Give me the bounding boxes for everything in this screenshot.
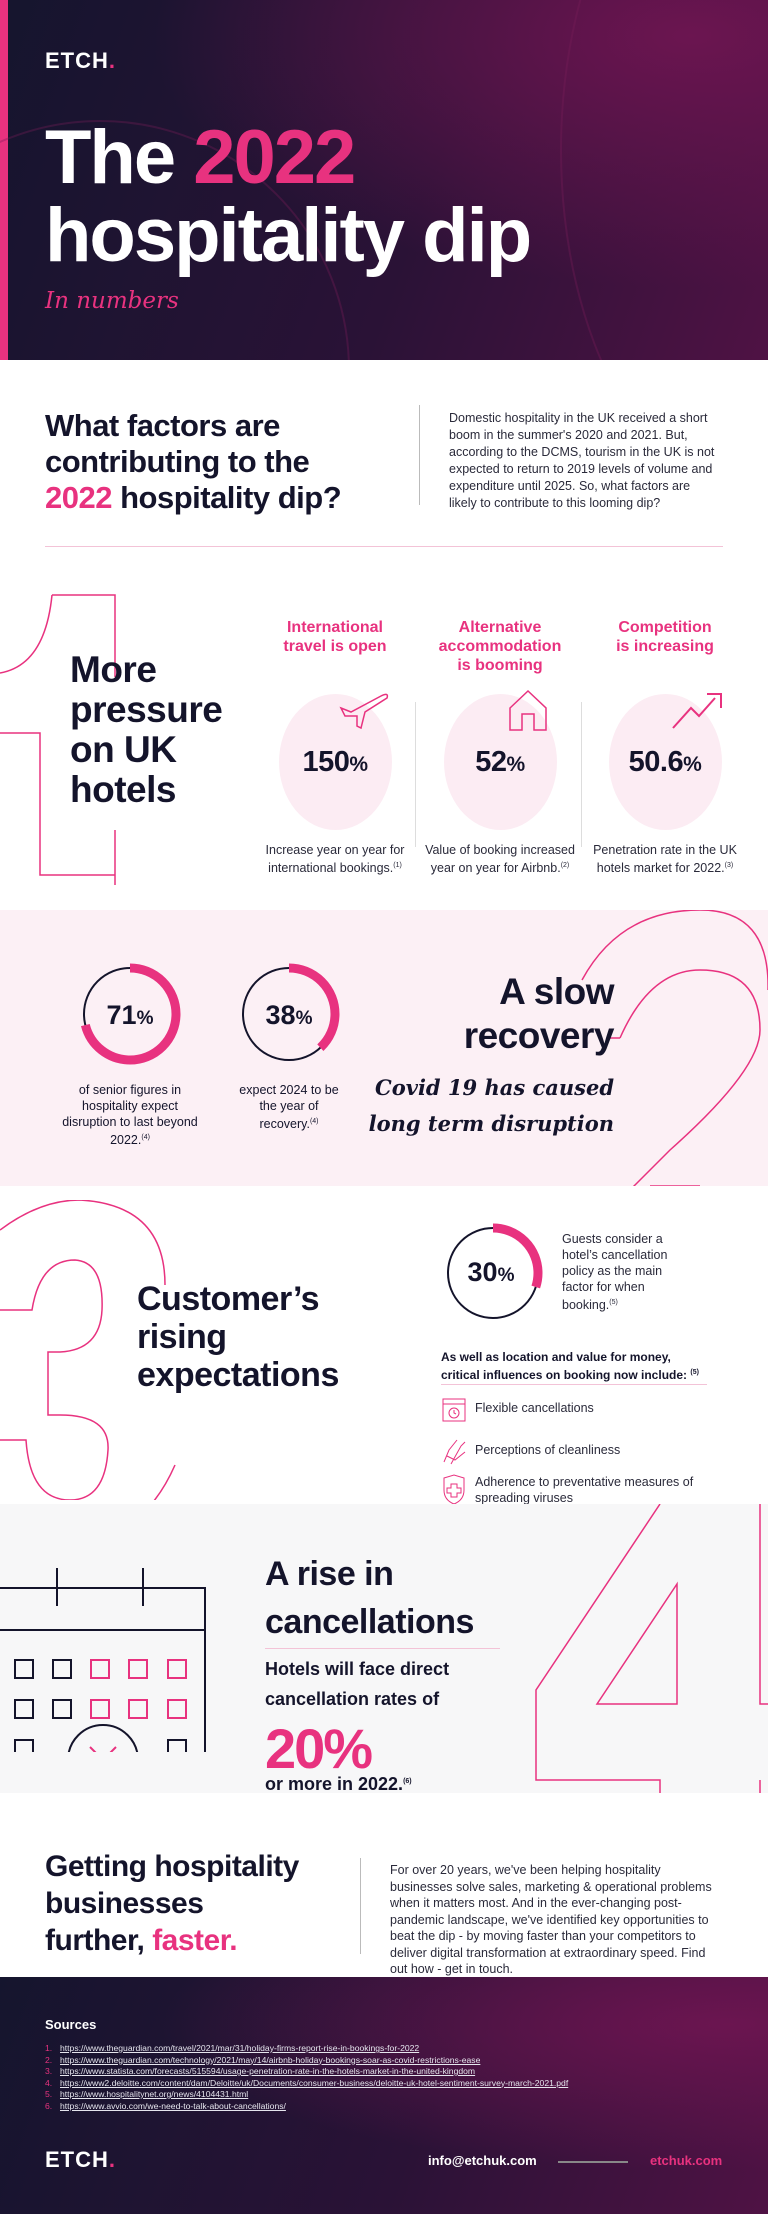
section4-lead: Hotels will face direct cancellation rate… (265, 1659, 450, 1709)
cancellation-rate: 20% (265, 1717, 373, 1780)
source-item: 5. https://www.hospitalitynet.org/news/41… (45, 2089, 249, 2099)
page-subtitle: In numbers (45, 288, 179, 314)
source-link[interactable]: https://www.avvio.com/we-need-to-talk-ab… (60, 2100, 286, 2111)
intro-heading: What factors are contributing to the 2022… (45, 408, 342, 515)
source-item: 2. https://www.theguardian.com/technology… (45, 2054, 481, 2065)
progress-ring-38 (238, 963, 340, 1065)
ring-progress-arc (238, 963, 340, 1065)
ring-value: 30% (467, 1257, 515, 1287)
calendar-clock-icon (442, 1398, 466, 1422)
stat-international-travel: International travel is open 150% Increas… (265, 619, 405, 876)
ring-value: 38% (265, 1000, 313, 1030)
list-item: Perceptions of cleanliness (441, 1436, 620, 1471)
divider (45, 546, 723, 547)
stat-value: 150% (302, 746, 368, 778)
number-four-outline (535, 1504, 768, 1793)
footer: Sources 1. https://www.theguardian.com/tr… (0, 1977, 768, 2214)
number-two-outline (581, 910, 768, 1186)
sources-title: Sources (45, 2017, 97, 2032)
number-one-outline (0, 594, 116, 885)
section4-tail: or more in 2022.(6) (265, 1774, 412, 1793)
calendar-cancel-illustration (0, 1568, 206, 1752)
intro-paragraph: Domestic hospitality in the UK received … (449, 411, 715, 510)
ring-progress-arc (79, 963, 181, 1065)
section3-title: Customer’s rising expectations (137, 1280, 339, 1394)
shield-cross-icon (443, 1474, 465, 1505)
hero-banner: ETCH. The 2022 hospitality dip In number… (0, 0, 768, 360)
section4-title: A rise in cancellations (265, 1555, 474, 1641)
page-title: The 2022 (45, 115, 356, 200)
page-title-line2: hospitality dip (45, 193, 532, 278)
house-icon (508, 689, 547, 731)
stat-value: 50.6% (628, 746, 702, 778)
email-link[interactable]: info@etchuk.com (428, 2153, 537, 2168)
progress-ring-30 (443, 1223, 543, 1323)
airplane-icon (338, 693, 388, 730)
stat-value: 52% (475, 746, 525, 778)
section1-title: More pressure on UK hotels (70, 649, 223, 810)
source-item: 4. https://www2.deloitte.com/content/dam/… (45, 2077, 569, 2088)
section4: A rise in cancellations Hotels will face … (0, 1504, 768, 1793)
section2-subtitle: Covid 19 has caused long term disruption (368, 1075, 614, 1136)
divider (581, 702, 582, 847)
sources-list: 1. https://www.theguardian.com/travel/202… (45, 2043, 568, 2112)
website-link[interactable]: etchuk.com (650, 2153, 723, 2168)
list-item: Adherence to preventative measures of sp… (441, 1474, 693, 1511)
divider (415, 702, 416, 847)
source-link[interactable]: https://www.hospitalitynet.org/news/4104… (60, 2089, 249, 2099)
ring-value: 71% (106, 1000, 154, 1030)
list-item: Flexible cancellations (441, 1394, 594, 1429)
trend-up-icon (671, 693, 722, 729)
source-item: 3. https://www.statista.com/forecasts/515… (45, 2066, 476, 2076)
section2: 71% of senior figures in hospitality exp… (0, 910, 768, 1186)
section2-title: A slow recovery (463, 971, 615, 1056)
ring-progress-arc (443, 1223, 543, 1323)
influences-lead: As well as location and value for money,… (441, 1350, 699, 1382)
etch-logo: ETCH. (45, 2147, 117, 2172)
progress-ring-71 (79, 963, 181, 1065)
source-link[interactable]: https://www.statista.com/forecasts/51559… (60, 2066, 476, 2076)
stat-alternative-accommodation: Alternative accommodation is booming 52% V… (425, 619, 575, 876)
divider (265, 1648, 500, 1649)
source-link[interactable]: https://www2.deloitte.com/content/dam/De… (60, 2077, 569, 2088)
divider (419, 405, 420, 505)
source-link[interactable]: https://www.theguardian.com/technology/2… (60, 2054, 481, 2065)
washing-hands-icon (443, 1439, 466, 1465)
etch-logo: ETCH. (45, 48, 117, 73)
source-item: 1. https://www.theguardian.com/travel/202… (45, 2043, 420, 2053)
ring-desc: expect 2024 to be the year of recovery.(… (239, 1083, 339, 1132)
source-link[interactable]: https://www.theguardian.com/travel/2021/… (60, 2043, 420, 2053)
divider (441, 1384, 707, 1385)
divider (558, 2161, 628, 2163)
decorative-wave (560, 0, 768, 360)
cta-paragraph: For over 20 years, we've been helping ho… (390, 1863, 712, 1976)
stat-competition: Competition is increasing 50.6% Penetrati… (593, 619, 737, 876)
source-item: 6. https://www.avvio.com/we-need-to-talk-… (45, 2100, 286, 2111)
cta-heading: Getting hospitality businesses further, f… (45, 1850, 299, 1957)
ring-desc: of senior figures in hospitality expect … (62, 1083, 198, 1148)
ring-desc: Guests consider a hotel’s cancellation p… (562, 1232, 668, 1313)
divider (360, 1858, 361, 1954)
